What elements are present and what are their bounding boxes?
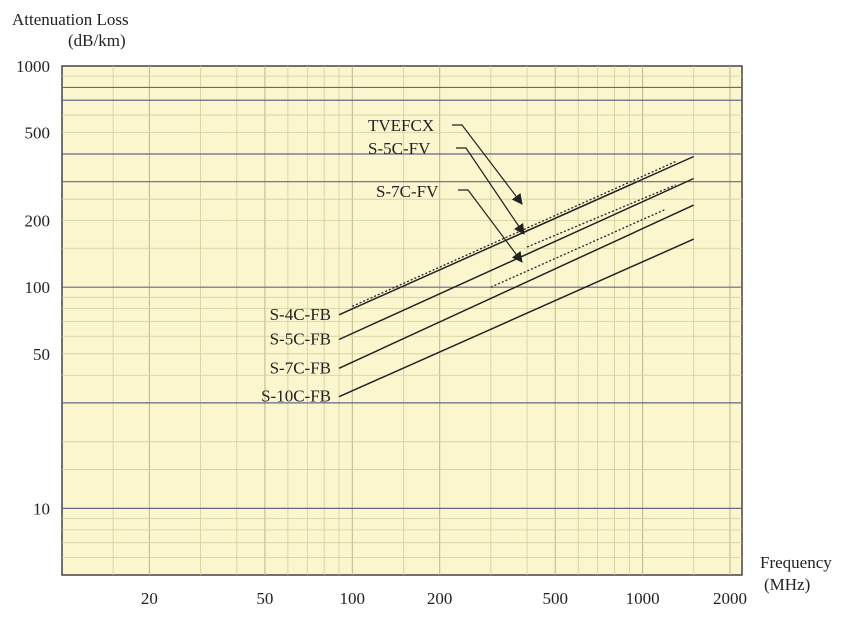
y-tick-label: 10 bbox=[33, 499, 50, 518]
y-tick-label: 200 bbox=[25, 212, 51, 231]
x-tick-label: 1000 bbox=[626, 589, 660, 608]
y-axis-unit: (dB/km) bbox=[68, 31, 126, 50]
series-line-s-10c-fb bbox=[338, 238, 695, 398]
series-line-tvefcx bbox=[352, 160, 676, 307]
x-axis-ticks: 20 50 100 200 500 1000 2000 bbox=[141, 589, 747, 608]
plot-area bbox=[61, 65, 743, 576]
y-tick-label: 100 bbox=[25, 278, 51, 297]
callout-arrow-s-7c-fv bbox=[458, 189, 523, 263]
callout-label-tvefcx: TVEFCX bbox=[368, 116, 434, 135]
y-tick-label: 1000 bbox=[16, 57, 50, 76]
series-label-s-5c-fb: S-5C-FB bbox=[270, 330, 331, 349]
y-axis-ticks: 10 50 100 200 500 1000 bbox=[16, 57, 50, 518]
y-tick-label: 50 bbox=[33, 345, 50, 364]
callout-label-s-7c-fv: S-7C-FV bbox=[376, 182, 439, 201]
callout-arrow-s-5c-fv bbox=[456, 147, 525, 235]
series-lines bbox=[338, 155, 695, 398]
series-labels: S-4C-FB S-5C-FB S-7C-FB S-10C-FB TVEFCX S-5C-… bbox=[261, 116, 525, 406]
x-tick-label: 20 bbox=[141, 589, 158, 608]
callout-arrow-tvefcx bbox=[452, 124, 523, 205]
x-tick-label: 100 bbox=[340, 589, 366, 608]
x-tick-label: 500 bbox=[542, 589, 568, 608]
callout-label-s-5c-fv: S-5C-FV bbox=[368, 139, 431, 158]
y-axis-title: Attenuation Loss bbox=[12, 10, 129, 29]
series-line-s-5c-fv bbox=[526, 184, 676, 248]
series-label-s-10c-fb: S-10C-FB bbox=[261, 387, 331, 406]
x-axis-title: Frequency bbox=[760, 553, 832, 572]
series-label-s-4c-fb: S-4C-FB bbox=[270, 305, 331, 324]
x-tick-label: 50 bbox=[256, 589, 273, 608]
x-tick-label: 200 bbox=[427, 589, 453, 608]
x-axis-unit: (MHz) bbox=[764, 575, 810, 594]
x-tick-label: 2000 bbox=[713, 589, 747, 608]
series-label-s-7c-fb: S-7C-FB bbox=[270, 358, 331, 377]
series-line-s-4c-fb bbox=[338, 155, 695, 316]
series-line-s-7c-fb bbox=[338, 204, 695, 369]
y-tick-label: 500 bbox=[25, 124, 51, 143]
